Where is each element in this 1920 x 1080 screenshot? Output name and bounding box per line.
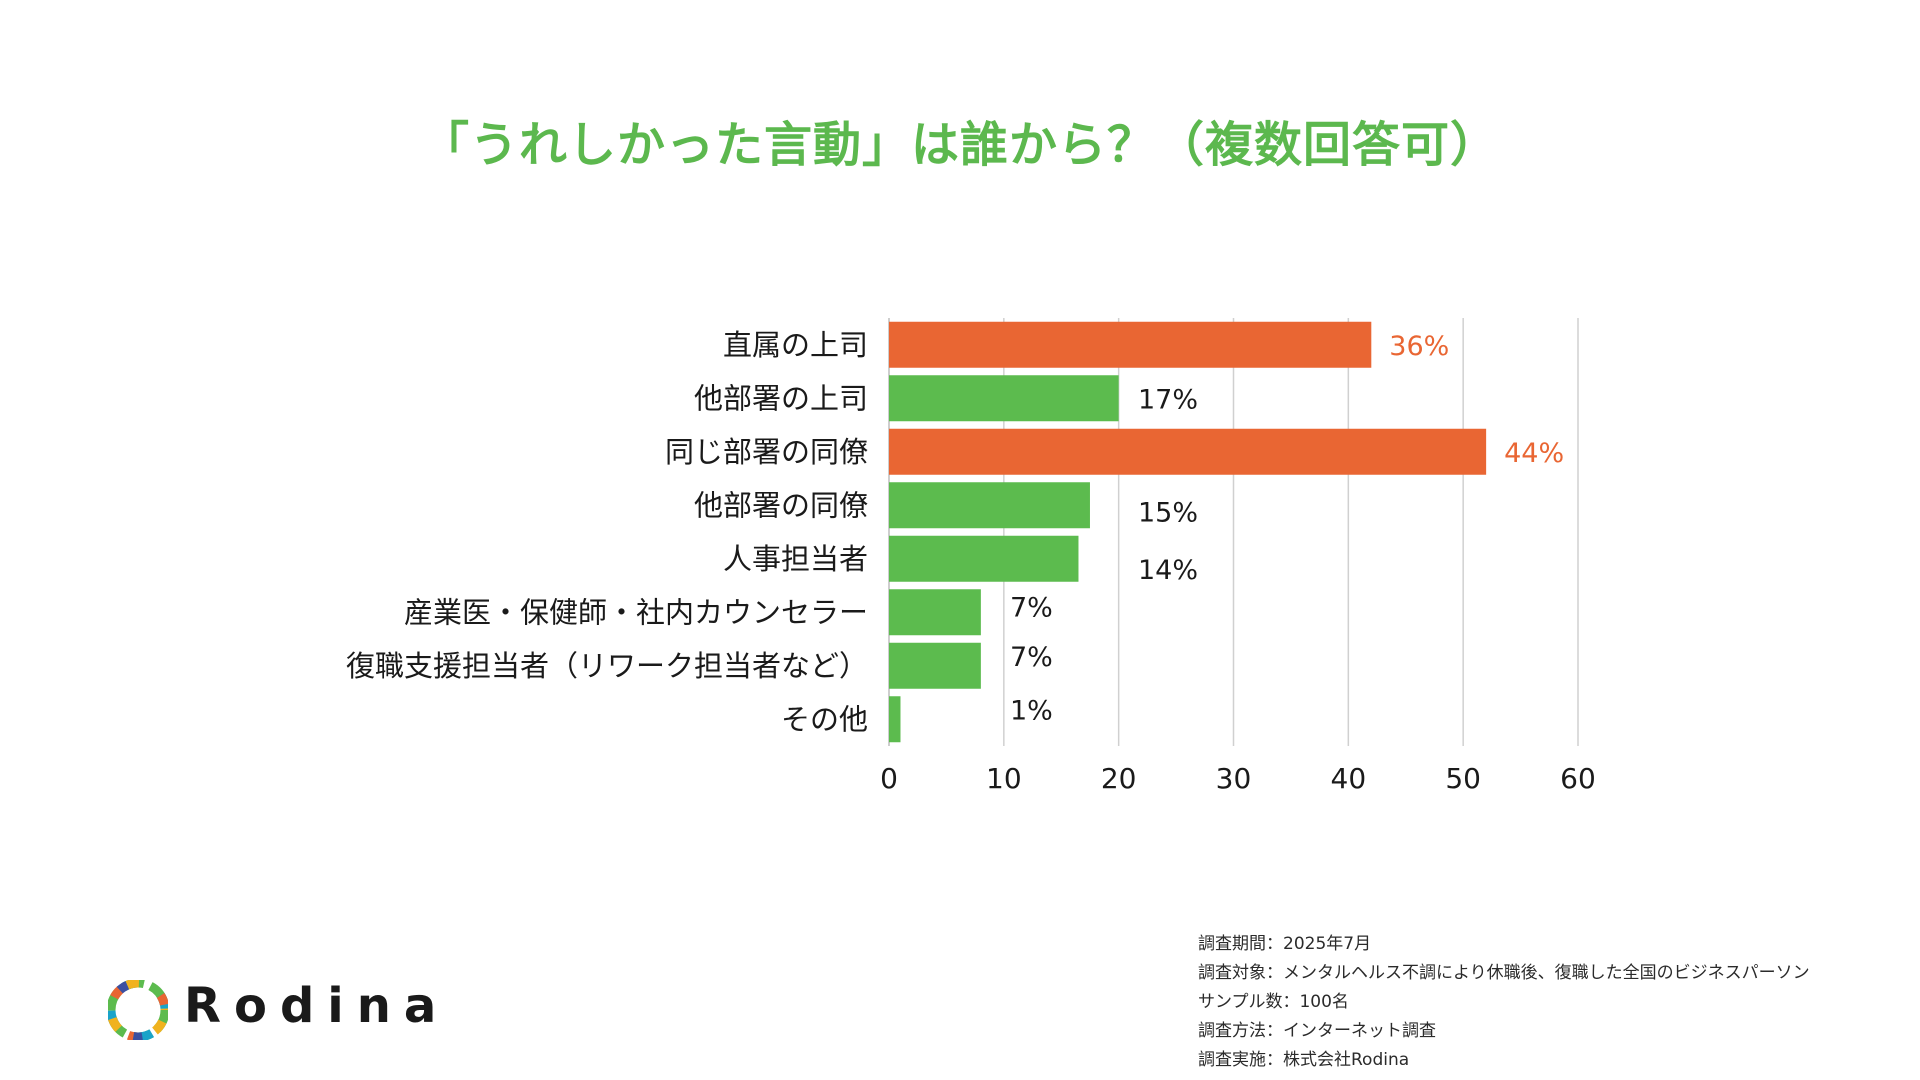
data-label: 44% (1504, 438, 1564, 469)
data-label: 1% (1010, 695, 1053, 726)
bars (889, 321, 1487, 743)
note-method: 調査方法：インターネット調査 (1198, 1021, 1436, 1041)
logo-text: Rodina (184, 978, 450, 1034)
category-label: 人事担当者 (723, 542, 868, 576)
category-label: 同じ部署の同僚 (665, 435, 868, 469)
bar (889, 589, 981, 636)
bar (889, 535, 1079, 582)
bar (889, 375, 1119, 422)
data-label: 17% (1138, 384, 1198, 415)
x-axis-ticks: 0 10 20 30 40 50 60 (880, 762, 1596, 795)
data-label: 36% (1389, 331, 1449, 362)
x-tick-label: 20 (1101, 762, 1137, 795)
category-label: 復職支援担当者（リワーク担当者など） (346, 649, 868, 683)
bar (889, 321, 1372, 368)
note-conductor: 調査実施：株式会社Rodina (1198, 1050, 1410, 1070)
bar (889, 696, 901, 743)
data-label: 7% (1010, 642, 1053, 673)
note-period: 調査期間：2025年7月 (1198, 934, 1372, 954)
bar (889, 642, 981, 689)
category-label: 産業医・保健師・社内カウンセラー (404, 595, 868, 629)
bar (889, 482, 1090, 529)
x-tick-label: 50 (1445, 762, 1481, 795)
category-label: 他部署の上司 (694, 381, 868, 415)
x-tick-label: 10 (986, 762, 1022, 795)
category-label: その他 (781, 702, 868, 736)
value-labels: 36% 17% 44% 15% 14% 7% 7% 1% (1010, 331, 1564, 727)
data-label: 15% (1138, 497, 1198, 528)
x-tick-label: 60 (1560, 762, 1596, 795)
note-target: 調査対象：メンタルヘルス不調により休職後、復職した全国のビジネスパーソン (1198, 963, 1810, 983)
chart-title: 「うれしかった言動」は誰から？（複数回答可） (420, 117, 1499, 173)
x-tick-label: 40 (1331, 762, 1367, 795)
bar (889, 428, 1487, 475)
category-label: 直属の上司 (723, 328, 868, 362)
data-label: 7% (1010, 592, 1053, 623)
note-sample: サンプル数：100名 (1198, 992, 1349, 1012)
data-label: 14% (1138, 555, 1198, 586)
survey-notes: 調査期間：2025年7月 調査対象：メンタルヘルス不調により休職後、復職した全国… (1198, 930, 1810, 1075)
category-labels: 直属の上司他部署の上司同じ部署の同僚他部署の同僚人事担当者産業医・保健師・社内カ… (346, 328, 868, 737)
rodina-circle-mark-icon (108, 980, 168, 1040)
category-label: 他部署の同僚 (694, 488, 868, 522)
x-tick-label: 0 (880, 762, 898, 795)
x-tick-label: 30 (1216, 762, 1252, 795)
